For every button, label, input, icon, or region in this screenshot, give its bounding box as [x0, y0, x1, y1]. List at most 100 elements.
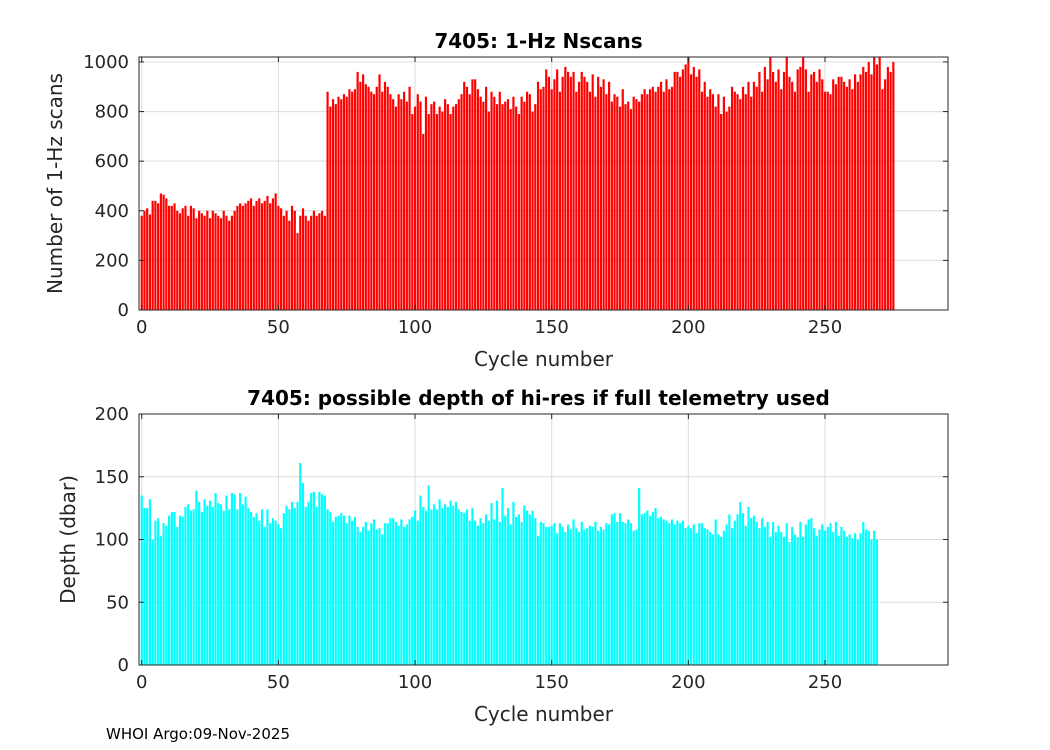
bar	[755, 86, 758, 310]
bar	[689, 528, 693, 665]
x-tick-label: 200	[671, 672, 705, 693]
bar	[873, 57, 876, 310]
bar	[383, 523, 387, 665]
y-tick-label: 400	[95, 201, 129, 222]
bar	[613, 513, 616, 665]
bar	[241, 205, 244, 310]
bar	[375, 86, 378, 310]
bar	[372, 94, 376, 310]
bar	[225, 215, 228, 310]
bar	[312, 491, 316, 665]
bar	[485, 86, 488, 310]
bar	[148, 499, 152, 665]
bar	[334, 104, 337, 310]
bar	[490, 91, 493, 310]
bar	[170, 511, 173, 665]
bar	[676, 71, 679, 310]
bar	[561, 76, 564, 310]
bar	[720, 114, 723, 310]
bar	[476, 525, 479, 665]
bar	[867, 530, 870, 665]
bar	[736, 514, 739, 665]
bar	[629, 109, 633, 310]
bar	[244, 496, 247, 665]
bar	[504, 101, 507, 310]
bar	[342, 94, 346, 310]
bar	[400, 519, 403, 665]
bar	[424, 510, 428, 665]
bar	[785, 523, 788, 665]
bar	[189, 510, 193, 665]
bar	[435, 114, 439, 310]
bar	[140, 495, 143, 665]
bar	[580, 521, 583, 665]
bar	[662, 91, 665, 310]
bar	[843, 530, 846, 665]
bar	[602, 79, 605, 310]
bar	[616, 96, 619, 310]
bar	[405, 101, 408, 310]
bar	[460, 94, 463, 310]
bar	[359, 531, 362, 665]
bar	[799, 66, 802, 310]
bar	[878, 57, 881, 310]
bar	[695, 76, 698, 310]
bar	[140, 215, 143, 310]
bar	[668, 89, 671, 310]
bar	[829, 523, 832, 665]
bar	[490, 503, 493, 665]
bar	[821, 524, 824, 665]
y-tick-label: 200	[95, 404, 129, 425]
bar	[859, 533, 862, 665]
bar	[162, 523, 165, 665]
y-tick-label: 50	[106, 592, 129, 613]
bar	[621, 89, 624, 310]
bar	[225, 495, 228, 665]
bar	[252, 516, 255, 665]
bar	[228, 509, 231, 665]
bar	[386, 523, 389, 665]
bar	[717, 534, 720, 665]
bar	[340, 513, 343, 665]
bar	[815, 535, 818, 665]
bar	[167, 205, 171, 310]
bar	[446, 506, 449, 665]
bar	[577, 81, 581, 310]
bar	[597, 530, 600, 665]
bar	[586, 81, 589, 310]
bar	[454, 501, 458, 665]
bar	[184, 205, 187, 310]
bar	[528, 514, 531, 665]
bar	[873, 530, 876, 665]
bar	[769, 57, 772, 310]
bar	[793, 534, 797, 665]
bar	[307, 501, 310, 665]
bar	[848, 534, 851, 665]
bar	[711, 534, 715, 665]
bar	[178, 515, 182, 665]
footer-text: WHOI Argo:09-Nov-2025	[106, 725, 290, 743]
bar	[208, 218, 212, 310]
bar	[766, 521, 769, 665]
bar	[621, 521, 624, 665]
bar	[282, 215, 285, 310]
bar	[392, 518, 395, 665]
bar	[219, 504, 223, 665]
bar	[411, 516, 414, 665]
bar	[761, 518, 764, 665]
bar	[796, 69, 799, 310]
bar	[717, 94, 720, 310]
axes-box	[138, 56, 949, 311]
bar	[146, 508, 149, 665]
bar	[722, 530, 725, 665]
bar	[198, 210, 201, 310]
bar	[635, 99, 638, 310]
bar	[263, 200, 266, 310]
y-tick-label: 200	[95, 250, 129, 271]
bar	[255, 513, 258, 665]
bar	[758, 528, 761, 665]
bar	[761, 91, 764, 310]
bar	[665, 79, 668, 310]
bar	[206, 505, 209, 665]
bar	[178, 213, 182, 310]
